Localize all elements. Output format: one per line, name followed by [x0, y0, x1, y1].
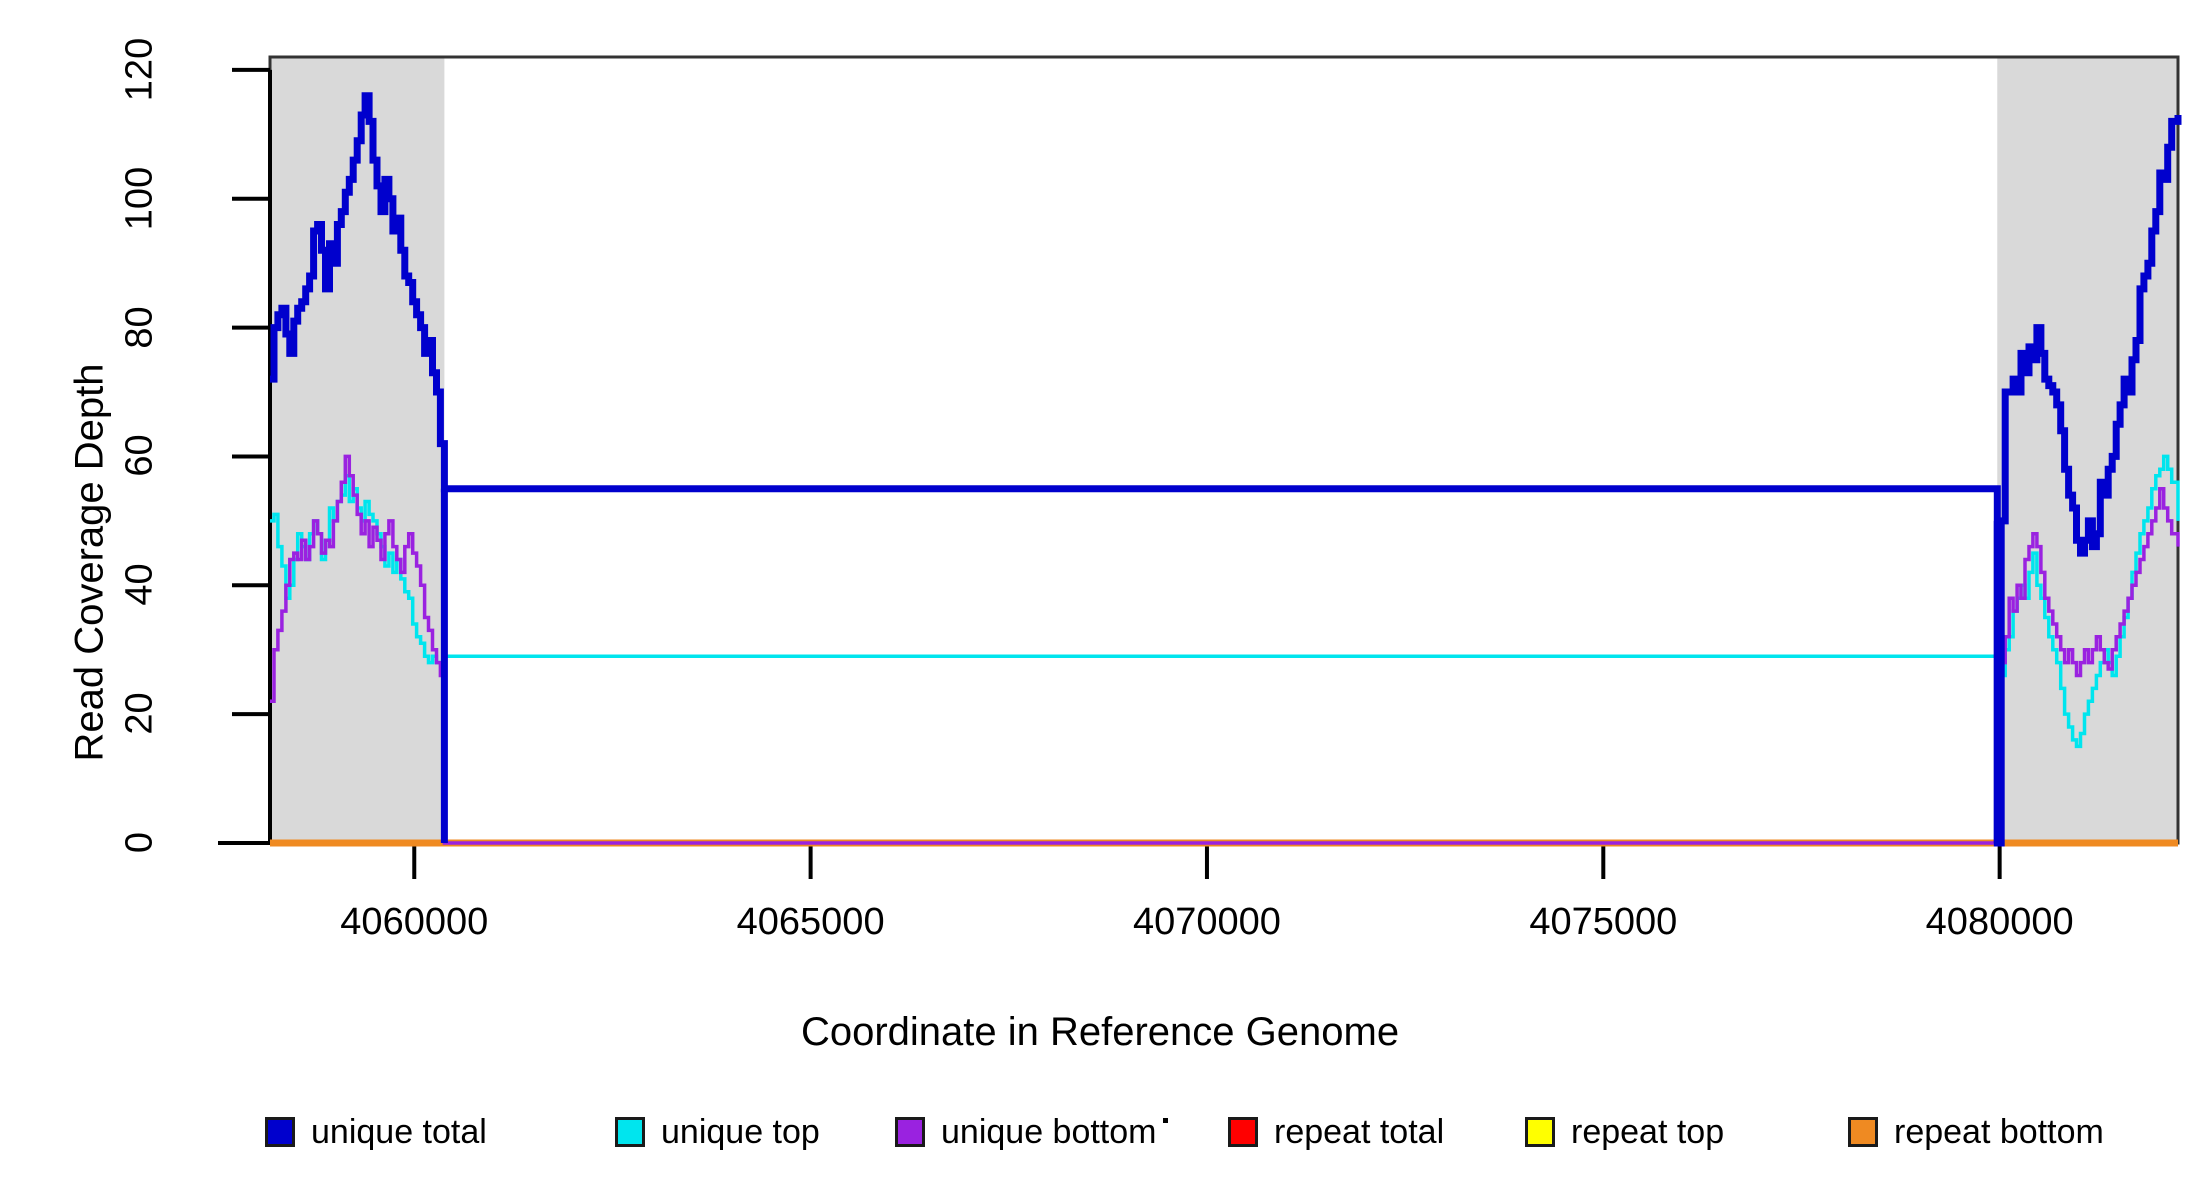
legend-label: unique total: [311, 1113, 487, 1151]
series-line-unique-top: [270, 454, 2180, 845]
legend-item-repeat-bottom[interactable]: repeat bottom: [1848, 1115, 2104, 1149]
legend-label: repeat bottom: [1894, 1113, 2104, 1151]
legend-item-unique-bottom[interactable]: unique bottom: [895, 1115, 1157, 1149]
x-tick-label: 4080000: [1925, 901, 2074, 943]
legend-swatch-icon: [895, 1117, 925, 1147]
x-axis-title: Coordinate in Reference Genome: [800, 1010, 1400, 1054]
plot-frame: [268, 55, 2180, 845]
x-tick-label: 4075000: [1529, 901, 1678, 943]
aligned-region-left: [270, 57, 445, 843]
legend-item-repeat-total[interactable]: repeat total: [1228, 1115, 1444, 1149]
legend-label: unique bottom: [941, 1113, 1157, 1151]
legend-item-repeat-top[interactable]: repeat top: [1525, 1115, 1724, 1149]
legend-item-unique-total[interactable]: unique total: [265, 1115, 487, 1149]
legend-item-unique-top[interactable]: unique top: [615, 1115, 820, 1149]
legend: unique total unique top unique bottom repea…: [0, 1115, 2200, 1175]
x-tick-label: 4060000: [340, 901, 489, 943]
legend-swatch-icon: [1525, 1117, 1555, 1147]
legend-swatch-icon: [615, 1117, 645, 1147]
x-tick-label: 4065000: [736, 901, 885, 943]
series-line-unique-bottom: [270, 454, 2180, 845]
legend-label: repeat top: [1571, 1113, 1725, 1151]
legend-label: repeat total: [1274, 1113, 1445, 1151]
legend-swatch-icon: [265, 1117, 295, 1147]
aligned-region-right: [1997, 57, 2178, 843]
x-tick-label: 4070000: [1132, 901, 1281, 943]
series-line-unique-total: [270, 92, 2182, 847]
stray-dot-artifact: [1163, 1118, 1168, 1123]
legend-swatch-icon: [1228, 1117, 1258, 1147]
legend-label: unique top: [661, 1113, 820, 1151]
legend-swatch-icon: [1848, 1117, 1878, 1147]
